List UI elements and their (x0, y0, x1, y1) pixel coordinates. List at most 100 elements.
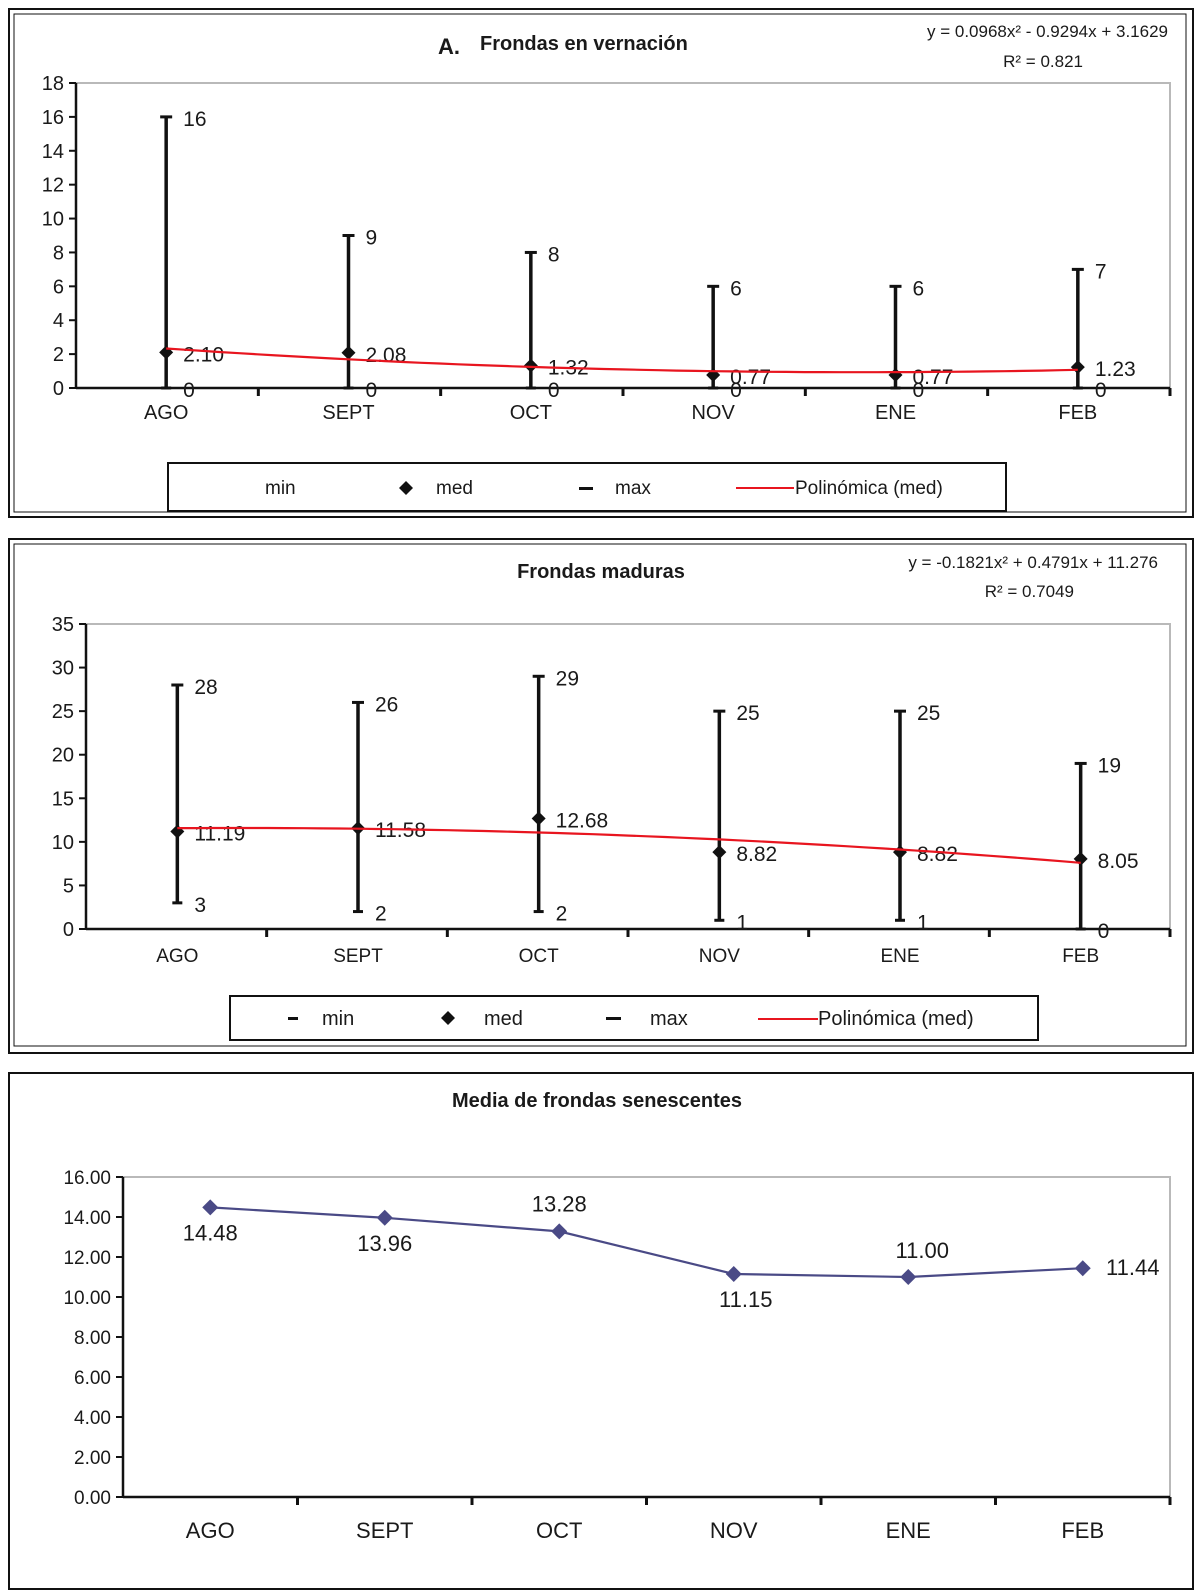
x-tick-label: ENE (875, 402, 916, 424)
max-value-label: 28 (194, 676, 217, 699)
data-point (376, 1209, 393, 1226)
x-tick-label: AGO (156, 946, 198, 967)
min-value-label: 2 (375, 903, 387, 926)
y-tick-label: 2 (53, 344, 64, 366)
min-value-label: 0 (548, 379, 560, 402)
min-marker (890, 386, 901, 390)
max-marker (171, 683, 184, 687)
x-tick-label: AGO (186, 1518, 235, 1543)
y-tick-label: 20 (52, 745, 74, 767)
max-value-label: 26 (375, 693, 398, 716)
min-marker (1075, 927, 1086, 931)
y-tick-label: 0.00 (74, 1488, 111, 1509)
chart-panel-maduras: Frondas maduras y = -0.1821x² + 0.4791x … (8, 538, 1194, 1054)
trend-r2: R² = 0.7049 (985, 582, 1074, 601)
legend-marker-med (441, 1011, 455, 1025)
min-marker (525, 386, 536, 390)
chart-panel-letter: A. (438, 34, 460, 59)
med-marker (341, 345, 356, 360)
y-tick-label: 12.00 (63, 1248, 111, 1269)
max-value-label: 6 (730, 277, 742, 300)
chart-title: Frondas en vernación (480, 33, 688, 55)
max-value-label: 16 (183, 108, 206, 131)
chart-senescentes: Media de frondas senescentes 0.00 2.00 4.0… (8, 1072, 1194, 1590)
data-label: 11.00 (896, 1238, 949, 1263)
legend-label-trend: Polinómica (med) (795, 478, 943, 499)
med-marker (712, 845, 727, 860)
chart-title: Media de frondas senescentes (452, 1090, 742, 1112)
max-value-label: 7 (1095, 260, 1107, 283)
data-point (1074, 1260, 1091, 1277)
min-marker (895, 918, 905, 922)
max-value-label: 25 (736, 702, 759, 725)
max-marker (160, 115, 173, 119)
min-value-label: 0 (913, 379, 925, 402)
data-label: 14.48 (183, 1220, 238, 1245)
max-marker (894, 709, 906, 713)
y-tick-label: 14 (42, 141, 64, 163)
med-value-label: 12.68 (556, 810, 609, 833)
chart-legend: min med max Polinómica (med) (229, 995, 1039, 1041)
y-tick-label: 6 (53, 276, 64, 298)
max-marker (889, 284, 902, 288)
legend-marker-med (399, 481, 413, 495)
x-tick-label: OCT (536, 1518, 582, 1543)
data-label: 11.15 (719, 1287, 772, 1312)
min-value-label: 0 (366, 379, 378, 402)
y-tick-label: 25 (52, 701, 74, 723)
trendline (166, 347, 1078, 374)
x-tick-label: AGO (144, 402, 188, 424)
min-marker (161, 386, 172, 390)
med-value-label: 8.82 (917, 843, 958, 866)
legend-label-min: min (265, 478, 296, 499)
x-tick-label: NOV (699, 946, 741, 967)
max-marker (352, 700, 364, 704)
max-value-label: 8 (548, 243, 560, 266)
y-tick-label: 10 (42, 209, 64, 231)
med-value-label: 8.82 (736, 843, 777, 866)
med-value-label: 11.58 (375, 819, 426, 842)
legend-marker-min (288, 1017, 298, 1020)
med-value-label: 2.08 (366, 344, 407, 367)
trend-r2: R² = 0.821 (1003, 52, 1083, 71)
chart-title: Frondas maduras (517, 561, 685, 583)
plot-frame (122, 1176, 1171, 1498)
max-value-label: 9 (366, 227, 378, 250)
min-marker (708, 386, 719, 390)
legend-marker-max (606, 1017, 621, 1020)
y-tick-label: 0 (53, 378, 64, 400)
data-point (202, 1199, 219, 1216)
min-value-label: 2 (556, 903, 568, 926)
legend-label-min: min (322, 1008, 354, 1030)
x-tick-label: SEPT (356, 1518, 413, 1543)
plot-frame (75, 82, 1171, 389)
y-tick-label: 2.00 (74, 1448, 111, 1469)
min-marker (353, 910, 363, 914)
y-tick-label: 8.00 (74, 1328, 111, 1349)
min-marker (343, 386, 354, 390)
max-value-label: 6 (913, 277, 925, 300)
plot-frame (85, 623, 1171, 930)
med-value-label: 1.23 (1095, 358, 1136, 381)
legend-label-trend: Polinómica (med) (818, 1008, 974, 1030)
max-marker (713, 709, 726, 713)
max-marker (707, 284, 720, 288)
med-value-label: 2.10 (183, 343, 224, 366)
x-tick-label: ENE (880, 946, 919, 967)
data-label: 13.28 (532, 1191, 587, 1216)
legend-label-med: med (484, 1008, 523, 1030)
chart-maduras: Frondas maduras y = -0.1821x² + 0.4791x … (8, 538, 1194, 1054)
y-tick-label: 4.00 (74, 1408, 111, 1429)
chart-legend: min med max Polinómica (med) (167, 462, 1007, 512)
data-label: 11.44 (1106, 1255, 1159, 1280)
x-tick-label: FEB (1058, 402, 1097, 424)
x-tick-label: NOV (710, 1518, 758, 1543)
min-value-label: 1 (917, 911, 929, 934)
max-marker (342, 234, 355, 237)
y-tick-label: 14.00 (63, 1208, 111, 1229)
max-value-label: 19 (1098, 754, 1121, 777)
y-tick-label: 10 (52, 832, 74, 854)
x-tick-label: OCT (519, 946, 560, 967)
y-tick-label: 16.00 (63, 1168, 111, 1189)
